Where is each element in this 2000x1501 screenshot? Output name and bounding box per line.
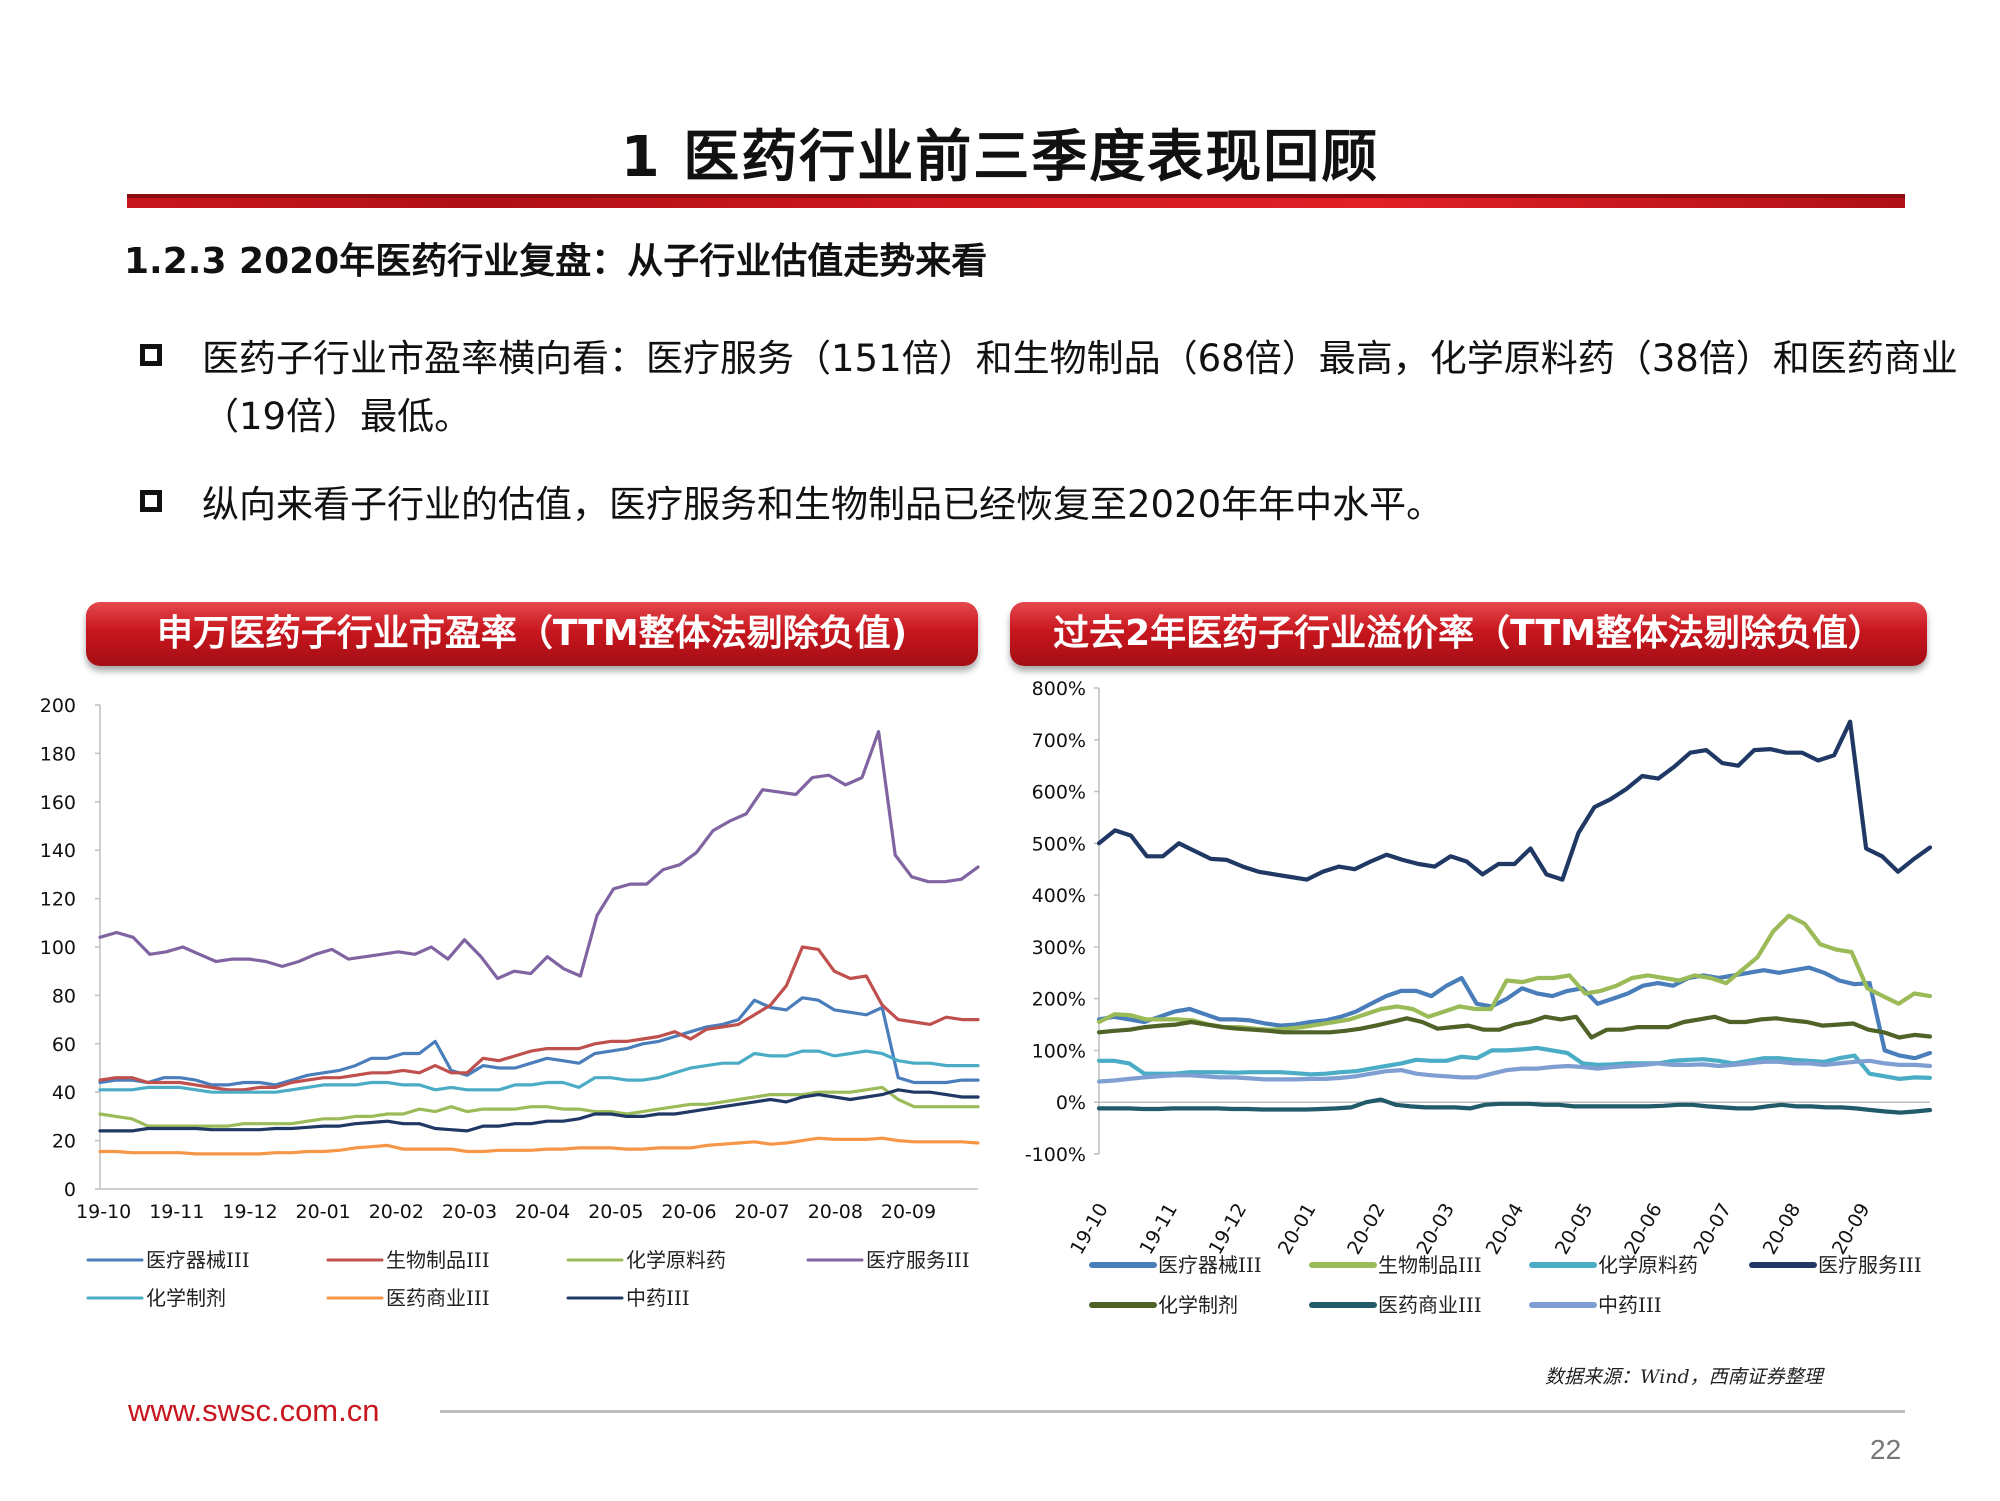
chart-1-x-tick-label: 20-08 <box>808 1201 863 1223</box>
chart-2-x-tick-label: 19-12 <box>1205 1200 1252 1259</box>
chart-1-series-line-2 <box>98 945 980 1092</box>
chart-1-series-line-6 <box>98 1136 980 1156</box>
chart-1-y-tick-label: 160 <box>40 792 76 814</box>
chart-1-y-tick-label: 120 <box>40 889 76 911</box>
chart-1-x-tick-label: 20-02 <box>369 1201 424 1223</box>
bullet-text: 医药子行业市盈率横向看：医疗服务（151倍）和生物制品（68倍）最高，化学原料药… <box>202 337 1958 438</box>
chart-2-y-tick-label: 300% <box>1032 937 1086 959</box>
chart-2-legend-label: 中药III <box>1598 1293 1662 1317</box>
chart-1-x-tick-label: 20-05 <box>588 1201 643 1223</box>
chart-1-y-tick-label: 100 <box>40 937 76 959</box>
chart-2-legend-label: 医药商业III <box>1378 1293 1482 1317</box>
chart-2-x-tick-label: 20-01 <box>1274 1200 1321 1259</box>
chart-1-legend-label: 化学原料药 <box>626 1248 726 1272</box>
chart-2-legend-label: 医疗器械III <box>1158 1253 1262 1277</box>
chart-1-series-line-3 <box>98 1085 980 1128</box>
chart-2-y-tick-label: 400% <box>1032 885 1086 907</box>
section-subtitle: 1.2.3 2020年医药行业复盘：从子行业估值走势来看 <box>124 241 988 282</box>
chart-2-y-tick-label: 600% <box>1032 782 1086 804</box>
chart-1-y-tick-label: 80 <box>52 985 76 1007</box>
chart-1-x-tick-label: 20-07 <box>735 1201 790 1223</box>
chart-2-x-tick-label: 20-09 <box>1828 1200 1875 1259</box>
chart-1-x-tick-label: 20-09 <box>881 1201 936 1223</box>
chart-1-y-tick-label: 180 <box>40 743 76 765</box>
chart-2-y-tick-label: 800% <box>1032 678 1086 700</box>
data-source-note: 数据来源：Wind，西南证券整理 <box>1545 1366 1823 1388</box>
chart-2-x-tick-label: 20-08 <box>1759 1200 1806 1259</box>
chart-2-x-tick-label: 20-03 <box>1412 1200 1459 1259</box>
page-title: 1 医药行业前三季度表现回顾 <box>620 125 1380 190</box>
chart-2-x-tick-label: 19-10 <box>1066 1200 1113 1259</box>
bullet-square-icon <box>140 344 162 366</box>
chart-2-y-tick-label: 500% <box>1032 833 1086 855</box>
chart-2-series-line-4 <box>1096 719 1933 882</box>
chart-2-series-line-2 <box>1096 913 1933 1032</box>
chart-2-y-tick-label: 0% <box>1056 1092 1086 1114</box>
chart-1-x-tick-label: 19-11 <box>149 1201 204 1223</box>
chart-2-series-line-1 <box>1096 965 1933 1061</box>
chart-2-y-tick-label: 100% <box>1032 1040 1086 1062</box>
chart-1-series-line-5 <box>98 1049 980 1094</box>
chart-1-series-line-7 <box>98 1088 980 1133</box>
chart-2-series-line-3 <box>1096 1045 1933 1082</box>
chart-1-x-tick-label: 20-03 <box>442 1201 497 1223</box>
chart-1-legend-label: 化学制剂 <box>146 1286 226 1310</box>
chart-1-x-tick-label: 20-04 <box>515 1201 570 1223</box>
chart-1-legend-label: 医疗器械III <box>146 1248 250 1272</box>
chart-1-legend-label: 医疗服务III <box>866 1248 970 1272</box>
chart-1-x-tick-label: 20-01 <box>296 1201 351 1223</box>
chart-1-y-tick-label: 20 <box>52 1131 76 1153</box>
bullet-text: 纵向来看子行业的估值，医疗服务和生物制品已经恢复至2020年年中水平。 <box>202 483 1444 526</box>
chart-1-x-tick-label: 19-10 <box>76 1201 131 1223</box>
bullet-square-icon <box>140 490 162 512</box>
chart-1-y-tick-label: 200 <box>40 695 76 717</box>
chart-1-x-tick-label: 20-06 <box>661 1201 716 1223</box>
chart-2-x-tick-label: 19-11 <box>1135 1200 1182 1259</box>
footer-website-link[interactable]: www.swsc.com.cn <box>128 1393 380 1428</box>
chart-1-y-tick-label: 140 <box>40 840 76 862</box>
chart-2-x-tick-label: 20-05 <box>1551 1200 1598 1259</box>
chart-2-y-tick-label: 700% <box>1032 730 1086 752</box>
chart-2-title-banner: 过去2年医药子行业溢价率（TTM整体法剔除负值） <box>1010 602 1927 666</box>
title-underline-accent <box>127 194 1905 198</box>
chart-2-x-tick-label: 20-06 <box>1620 1200 1667 1259</box>
chart-1-legend-label: 中药III <box>626 1286 690 1310</box>
chart-2-x-tick-label: 20-04 <box>1482 1200 1529 1259</box>
chart-1-x-tick-label: 19-12 <box>222 1201 277 1223</box>
chart-1-series-line-1 <box>98 996 980 1087</box>
chart-1-y-tick-label: 60 <box>52 1034 76 1056</box>
chart-2-y-tick-label: -100% <box>1025 1144 1086 1166</box>
chart-1-y-tick-label: 0 <box>64 1179 76 1201</box>
chart-2-series-line-5 <box>1096 1014 1933 1040</box>
chart-2-y-tick-label: 200% <box>1032 989 1086 1011</box>
page-number: 22 <box>1870 1434 1902 1465</box>
chart-1-legend-label: 生物制品III <box>386 1248 490 1272</box>
chart-2-series-line-6 <box>1096 1097 1933 1115</box>
chart-2-x-tick-label: 20-02 <box>1343 1200 1390 1259</box>
chart-2-series-line-7 <box>1096 1058 1933 1084</box>
chart-1-title-banner: 申万医药子行业市盈率（TTM整体法剔除负值) <box>86 602 978 666</box>
chart-1-series-line-4 <box>98 729 980 981</box>
footer-divider <box>440 1410 1905 1413</box>
chart-1-y-tick-label: 40 <box>52 1082 76 1104</box>
chart-2-legend-label: 化学制剂 <box>1158 1293 1238 1317</box>
chart-2-legend-label: 生物制品III <box>1378 1253 1482 1277</box>
chart-2-legend-label: 化学原料药 <box>1598 1253 1698 1277</box>
chart-2-x-tick-label: 20-07 <box>1689 1200 1736 1259</box>
chart-1-legend-label: 医药商业III <box>386 1286 490 1310</box>
chart-2-legend-label: 医疗服务III <box>1818 1253 1922 1277</box>
